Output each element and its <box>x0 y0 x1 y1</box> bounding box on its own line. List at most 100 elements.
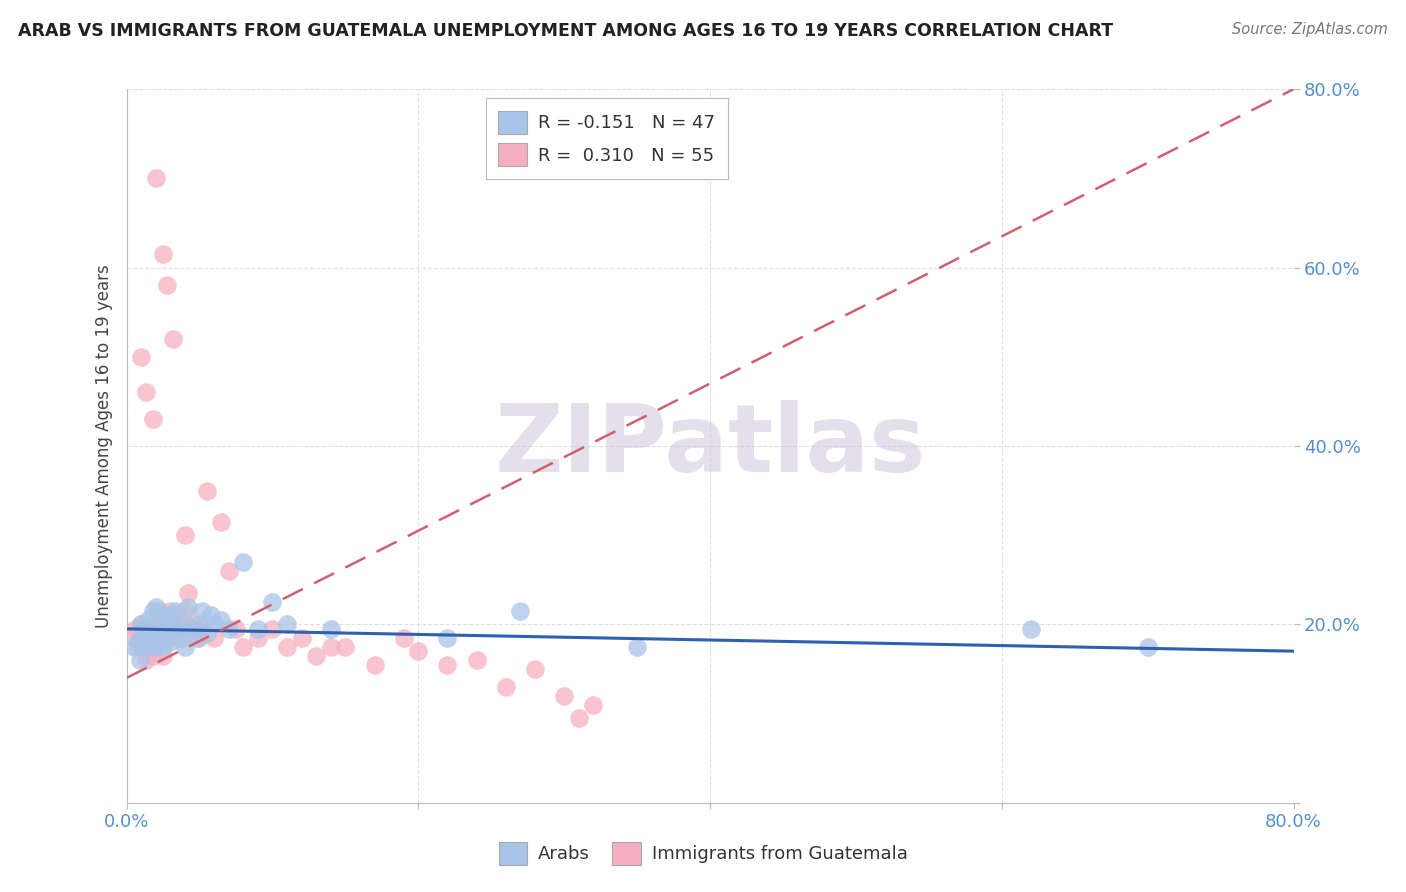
Point <box>363 657 385 672</box>
Point <box>162 332 184 346</box>
Point <box>305 648 328 663</box>
Point <box>177 599 200 614</box>
Point <box>509 604 531 618</box>
Point <box>174 617 197 632</box>
Point <box>148 622 170 636</box>
Point <box>553 689 575 703</box>
Point <box>142 648 165 663</box>
Point <box>276 617 298 632</box>
Point <box>142 635 165 649</box>
Point <box>162 622 184 636</box>
Point <box>335 640 357 654</box>
Y-axis label: Unemployment Among Ages 16 to 19 years: Unemployment Among Ages 16 to 19 years <box>94 264 112 628</box>
Point <box>134 640 156 654</box>
Point <box>166 613 188 627</box>
Point <box>134 385 156 400</box>
Point <box>232 640 254 654</box>
Point <box>262 622 284 636</box>
Point <box>156 631 179 645</box>
Point <box>188 631 211 645</box>
Point <box>159 608 181 623</box>
Point <box>166 622 188 636</box>
Point <box>152 648 174 663</box>
Point <box>142 412 165 426</box>
Point <box>145 617 167 632</box>
Point <box>276 640 298 654</box>
Point <box>134 653 156 667</box>
Point <box>156 622 179 636</box>
Point <box>195 626 218 640</box>
Point <box>122 640 145 654</box>
Point <box>142 640 165 654</box>
Point <box>524 662 547 676</box>
Point <box>132 640 155 654</box>
Point <box>145 599 167 614</box>
Legend: Arabs, Immigrants from Guatemala: Arabs, Immigrants from Guatemala <box>491 835 915 872</box>
Point <box>129 631 152 645</box>
Point <box>186 631 208 645</box>
Point <box>495 680 517 694</box>
Point <box>290 631 312 645</box>
Point <box>138 613 160 627</box>
Point <box>129 350 152 364</box>
Point <box>319 622 342 636</box>
Point <box>246 631 269 645</box>
Point <box>148 626 170 640</box>
Point <box>122 631 145 645</box>
Point <box>209 515 232 529</box>
Point <box>232 555 254 569</box>
Point <box>626 640 648 654</box>
Point <box>138 626 160 640</box>
Point <box>582 698 605 712</box>
Point <box>191 604 214 618</box>
Point <box>177 586 200 600</box>
Point <box>132 622 155 636</box>
Point <box>188 617 211 632</box>
Point <box>174 604 197 618</box>
Point <box>156 278 179 293</box>
Point <box>142 622 165 636</box>
Point <box>1019 622 1042 636</box>
Point <box>166 631 188 645</box>
Point <box>152 626 174 640</box>
Point <box>127 640 149 654</box>
Point <box>392 631 415 645</box>
Point <box>152 608 174 623</box>
Legend: R = -0.151   N = 47, R =  0.310   N = 55: R = -0.151 N = 47, R = 0.310 N = 55 <box>485 98 728 179</box>
Point <box>246 622 269 636</box>
Point <box>195 483 218 498</box>
Text: ARAB VS IMMIGRANTS FROM GUATEMALA UNEMPLOYMENT AMONG AGES 16 TO 19 YEARS CORRELA: ARAB VS IMMIGRANTS FROM GUATEMALA UNEMPL… <box>18 22 1114 40</box>
Point <box>152 247 174 261</box>
Point <box>127 635 149 649</box>
Point <box>218 622 240 636</box>
Point <box>162 617 184 632</box>
Point <box>138 622 160 636</box>
Point <box>174 640 197 654</box>
Point <box>218 564 240 578</box>
Point <box>159 604 181 618</box>
Point <box>191 622 214 636</box>
Point <box>209 613 232 627</box>
Point <box>124 622 146 636</box>
Point <box>186 622 208 636</box>
Point <box>170 631 193 645</box>
Point <box>152 640 174 654</box>
Point <box>408 644 430 658</box>
Point <box>174 528 197 542</box>
Point <box>1136 640 1159 654</box>
Point <box>181 617 204 632</box>
Point <box>156 617 179 632</box>
Point <box>148 604 170 618</box>
Point <box>568 711 591 725</box>
Point <box>142 604 165 618</box>
Point <box>319 640 342 654</box>
Point <box>181 622 204 636</box>
Point <box>145 631 167 645</box>
Point <box>436 657 458 672</box>
Point <box>202 631 225 645</box>
Text: Source: ZipAtlas.com: Source: ZipAtlas.com <box>1232 22 1388 37</box>
Point <box>145 171 167 186</box>
Point <box>200 608 222 623</box>
Point <box>163 604 186 618</box>
Point <box>225 622 247 636</box>
